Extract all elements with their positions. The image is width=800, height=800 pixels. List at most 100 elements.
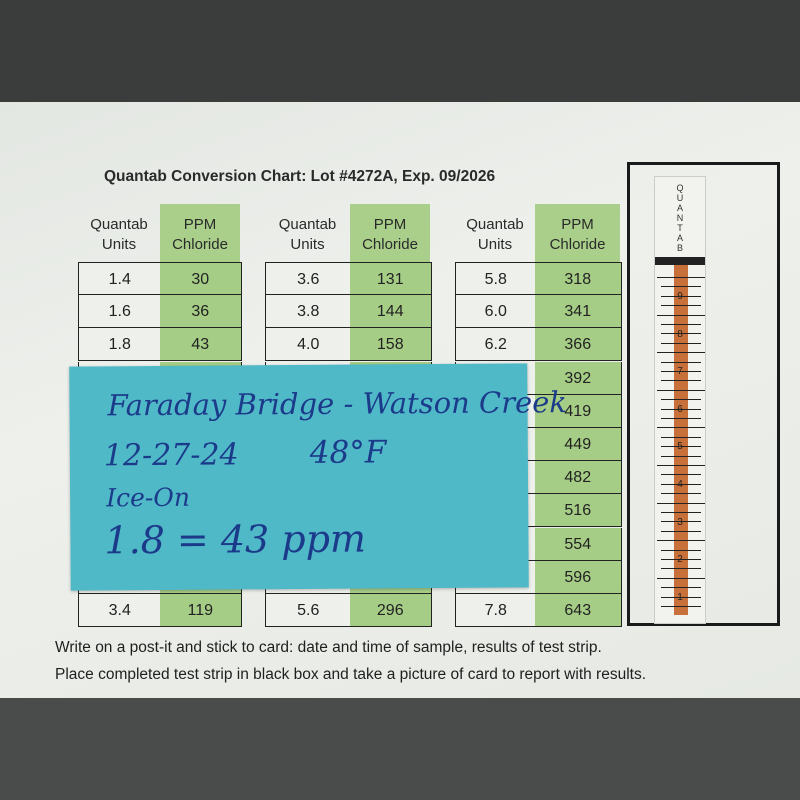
strip-tick bbox=[661, 399, 701, 401]
units-cell: 1.4 bbox=[78, 262, 162, 295]
ppm-cell: 131 bbox=[350, 262, 432, 295]
strip-tick bbox=[661, 361, 701, 363]
strip-label-letter: T bbox=[677, 223, 683, 233]
header-quantab-units: Quantab Units bbox=[466, 216, 524, 253]
ppm-cell: 158 bbox=[350, 328, 432, 362]
strip-tick bbox=[661, 530, 701, 532]
strip-scale-number: 2 bbox=[677, 554, 683, 566]
strip-tick bbox=[661, 380, 701, 382]
strip-tick bbox=[657, 277, 705, 278]
header-ppm-chloride: PPM Chloride bbox=[535, 204, 620, 262]
strip-tick bbox=[661, 493, 701, 495]
ppm-cell: 36 bbox=[160, 295, 242, 329]
note-location: Faraday Bridge - Watson Creek bbox=[107, 385, 568, 423]
ppm-cell: 341 bbox=[535, 295, 622, 329]
strip-tick bbox=[661, 333, 701, 335]
strip-scale-number: 7 bbox=[677, 366, 683, 378]
instruction-line-2: Place completed test strip in black box … bbox=[55, 666, 647, 683]
note-date: 12-27-24 bbox=[103, 437, 239, 474]
ppm-cell: 119 bbox=[160, 594, 242, 627]
strip-tick bbox=[661, 512, 701, 513]
strip-tick bbox=[657, 352, 705, 354]
background-surface bbox=[0, 698, 800, 800]
units-cell: 6.2 bbox=[455, 328, 537, 362]
strip-tick bbox=[661, 286, 701, 288]
ppm-cell: 419 bbox=[535, 394, 622, 428]
units-cell: 3.8 bbox=[265, 295, 352, 329]
strip-band bbox=[655, 257, 705, 265]
strip-tick bbox=[657, 427, 705, 429]
strip-label-letter: N bbox=[676, 213, 684, 223]
units-cell: 1.8 bbox=[78, 328, 162, 362]
units-cell: 4.0 bbox=[265, 328, 352, 362]
strip-tick bbox=[657, 314, 705, 316]
ppm-cell: 318 bbox=[535, 262, 622, 295]
strip-tick bbox=[661, 436, 701, 438]
strip-tick bbox=[661, 587, 701, 589]
strip-tick bbox=[657, 465, 705, 466]
strip-tick bbox=[657, 502, 705, 504]
strip-scale-number: 1 bbox=[677, 591, 683, 603]
units-cell: 3.4 bbox=[78, 594, 162, 627]
strip-tick bbox=[661, 342, 701, 344]
strip-tick bbox=[661, 418, 701, 419]
units-cell: 5.8 bbox=[455, 262, 537, 295]
strip-label-letter: A bbox=[676, 233, 683, 243]
strip-tick bbox=[657, 577, 705, 579]
strip-tick bbox=[661, 305, 701, 307]
strip-label-letter: U bbox=[676, 193, 684, 203]
strip-tick bbox=[661, 483, 701, 485]
strip-tick bbox=[661, 549, 701, 551]
ppm-cell: 554 bbox=[535, 527, 622, 561]
strip-scale-number: 8 bbox=[677, 328, 683, 340]
strip-scale-number: 3 bbox=[677, 516, 683, 528]
strip-tick bbox=[661, 559, 701, 560]
ppm-cell: 643 bbox=[535, 594, 622, 627]
ppm-cell: 482 bbox=[535, 461, 622, 495]
ppm-cell: 144 bbox=[350, 295, 432, 329]
sticky-note: Faraday Bridge - Watson Creek 12-27-24 4… bbox=[69, 363, 567, 591]
strip-scale-number: 5 bbox=[677, 441, 683, 453]
chart-title: Quantab Conversion Chart: Lot #4272A, Ex… bbox=[104, 168, 496, 185]
instruction-line-1: Write on a post-it and stick to card: da… bbox=[55, 639, 602, 656]
strip-tick bbox=[661, 521, 701, 523]
ppm-cell: 43 bbox=[160, 328, 242, 362]
strip-tick bbox=[661, 455, 701, 457]
ppm-cell: 366 bbox=[535, 328, 622, 362]
strip-tick bbox=[661, 568, 701, 570]
strip-tick bbox=[661, 474, 701, 476]
note-result: 1.8 = 43 ppm bbox=[104, 516, 367, 563]
strip-tick bbox=[661, 371, 701, 372]
strip-tick bbox=[661, 606, 701, 607]
ppm-cell: 30 bbox=[160, 262, 242, 295]
strip-label-letter: B bbox=[676, 243, 683, 253]
units-cell: 1.6 bbox=[78, 295, 162, 329]
units-cell: 7.8 bbox=[455, 594, 537, 627]
strip-scale-number: 6 bbox=[677, 403, 683, 415]
strip-tick bbox=[661, 324, 701, 325]
strip-scale-number: 4 bbox=[677, 479, 683, 490]
note-temperature: 48°F bbox=[309, 434, 387, 471]
strip-scale-number: 9 bbox=[677, 291, 683, 302]
note-condition: Ice-On bbox=[106, 482, 190, 513]
strip-tick bbox=[661, 295, 701, 297]
units-cell: 5.6 bbox=[265, 594, 352, 627]
units-cell: 3.6 bbox=[265, 262, 352, 295]
black-box bbox=[627, 162, 780, 626]
strip-tick bbox=[657, 389, 705, 391]
units-cell: 6.0 bbox=[455, 295, 537, 329]
strip-tick bbox=[661, 446, 701, 448]
ppm-cell: 596 bbox=[535, 560, 622, 594]
ppm-cell: 516 bbox=[535, 494, 622, 528]
strip-label-letter: Q bbox=[676, 183, 684, 193]
ppm-cell: 296 bbox=[350, 594, 432, 627]
strip-tick bbox=[661, 596, 701, 598]
ppm-cell: 392 bbox=[535, 361, 622, 395]
ppm-cell: 449 bbox=[535, 428, 622, 461]
header-ppm-chloride: PPM Chloride bbox=[160, 204, 240, 262]
header-ppm-chloride: PPM Chloride bbox=[350, 204, 430, 262]
header-quantab-units: Quantab Units bbox=[90, 216, 148, 253]
strip-tick bbox=[657, 540, 705, 542]
